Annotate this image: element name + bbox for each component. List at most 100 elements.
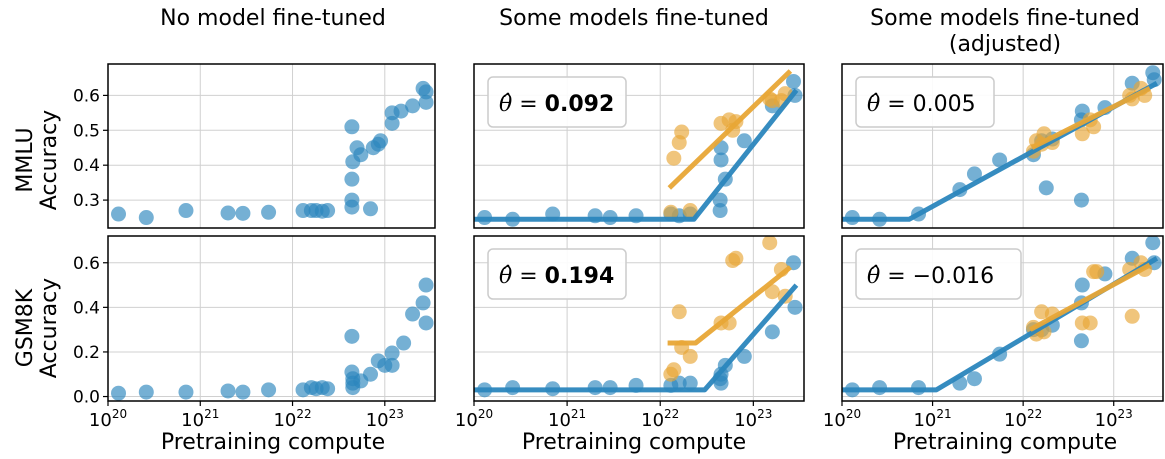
data-point-base [220,205,236,221]
x-axis-label-3: Pretraining compute [892,430,1118,455]
data-point-base [1073,333,1089,349]
data-point-finetuned [671,304,687,320]
data-point-base [111,206,127,222]
data-point-base [1073,192,1089,208]
y-tick-label: 0.4 [73,298,100,318]
axes-frame [107,235,436,402]
theta-annotation-box [487,248,627,300]
data-point-base [418,277,434,293]
column-title-2: Some models fine-tuned [499,6,769,31]
data-point-base [418,84,434,100]
data-point-base [138,384,154,400]
data-point-base [344,328,360,344]
data-point-base [353,147,369,163]
data-point-base [1146,72,1162,88]
y-tick-label: 0.3 [73,191,100,211]
data-point-finetuned [666,150,682,166]
data-point-finetuned [663,204,679,220]
panel-mmlu-2: θ̂ = 0.092 [473,63,805,229]
data-point-finetuned [1089,264,1105,280]
row-label-gsm8k: GSM8K Accuracy [13,277,62,379]
x-tick-label: 1022 [1004,407,1042,431]
x-tick-label: 1021 [548,407,586,431]
data-point-finetuned [682,348,698,364]
data-point-finetuned [682,203,698,219]
data-point-base [713,375,729,391]
theta-annotation: θ̂ = 0.194 [499,264,614,289]
theta-annotation-box [855,248,1022,300]
panel-gsm8k-3: 1020 1021 1022 1023 θ̂ = −0.016 [823,235,1164,431]
panel-gsm8k-1: 0.0 0.2 0.4 0.6 1020 1021 1022 1023 [73,235,436,431]
data-point-base [344,119,360,135]
theta-annotation-box [487,76,627,128]
data-point-finetuned [762,236,778,251]
x-tick-label: 1021 [181,407,219,431]
data-point-base [405,306,421,322]
data-point-finetuned [674,124,690,140]
data-point-base [682,375,698,391]
row-label-mmlu: MMLU Accuracy [13,109,62,211]
y-tick-label: 0.6 [73,254,100,274]
x-tick-label: 1023 [734,407,772,431]
data-point-finetuned [666,362,682,378]
fit-line-finetuned [1029,262,1151,332]
fit-line-finetuned [667,69,793,190]
data-point-base [344,199,360,215]
data-point-base [363,366,379,382]
axes-frame [473,235,805,402]
data-point-base [235,205,251,221]
data-point-base [111,385,127,401]
data-point-base [418,315,434,331]
data-point-base [261,204,277,220]
column-title-3: Some models fine-tuned (adjusted) [870,6,1140,57]
data-point-base [320,203,336,219]
data-point-base [178,203,194,219]
data-point-base [363,201,379,217]
x-tick-label: 1020 [823,407,861,431]
x-tick-label: 1022 [273,407,311,431]
fit-line-finetuned [1030,86,1151,150]
data-point-base [373,133,389,149]
data-point-base [405,98,421,114]
data-point-finetuned [1086,119,1102,135]
x-tick-label: 1022 [641,407,679,431]
axes-frame [841,235,1164,402]
data-point-base [712,192,728,208]
data-point-base [178,384,194,400]
data-point-base [384,115,400,131]
fit-line-base [474,88,799,222]
data-point-base [786,73,802,89]
data-point-finetuned [1082,315,1098,331]
data-point-base [736,133,752,149]
theta-annotation: θ̂ = 0.005 [867,92,976,117]
data-point-base [220,383,236,399]
data-point-base [138,210,154,226]
y-tick-label: 0.4 [73,156,100,176]
theta-annotation: θ̂ = −0.016 [867,264,994,289]
data-point-base [261,382,277,398]
y-tick-label: 0.6 [73,86,100,106]
data-point-base [344,171,360,187]
x-tick-label: 1023 [366,407,404,431]
data-point-base [384,345,400,361]
data-point-base [415,295,431,311]
data-point-base [966,371,982,387]
theta-annotation-box [855,76,995,128]
data-point-base [418,94,434,110]
data-point-base [712,203,728,219]
data-point-base [320,381,336,397]
x-axis-label-2: Pretraining compute [521,430,747,455]
x-tick-label: 1020 [89,407,127,431]
data-point-base [396,335,412,351]
x-tick-label: 1021 [913,407,951,431]
data-point-base [235,384,251,400]
data-point-base [992,152,1008,168]
x-tick-label: 1023 [1095,407,1133,431]
y-tick-label: 0.2 [73,343,100,363]
data-point-finetuned [1074,126,1090,142]
y-tick-label: 0.5 [73,121,100,141]
data-point-finetuned [764,284,780,300]
column-title-1: No model fine-tuned [160,6,386,31]
axes-frame [841,63,1164,229]
